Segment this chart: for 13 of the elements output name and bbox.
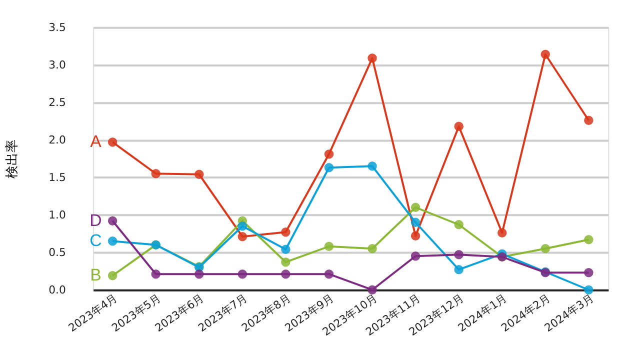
series-label: B xyxy=(90,266,102,285)
series-label: C xyxy=(90,231,102,250)
y-axis-title: 検出率 xyxy=(4,140,20,179)
y-tick-label: 3.0 xyxy=(48,58,66,72)
y-tick-label: 0.5 xyxy=(48,246,66,259)
y-tick-label: 3.5 xyxy=(48,20,66,34)
y-tick-label: 0.0 xyxy=(48,283,66,296)
y-tick-label: 1.0 xyxy=(48,208,66,222)
series-label: A xyxy=(90,132,102,152)
y-tick-label: 1.5 xyxy=(48,170,66,184)
y-tick-label: 2.5 xyxy=(48,96,66,109)
y-tick-label: 2.0 xyxy=(48,133,66,146)
series-label: D xyxy=(90,210,102,230)
